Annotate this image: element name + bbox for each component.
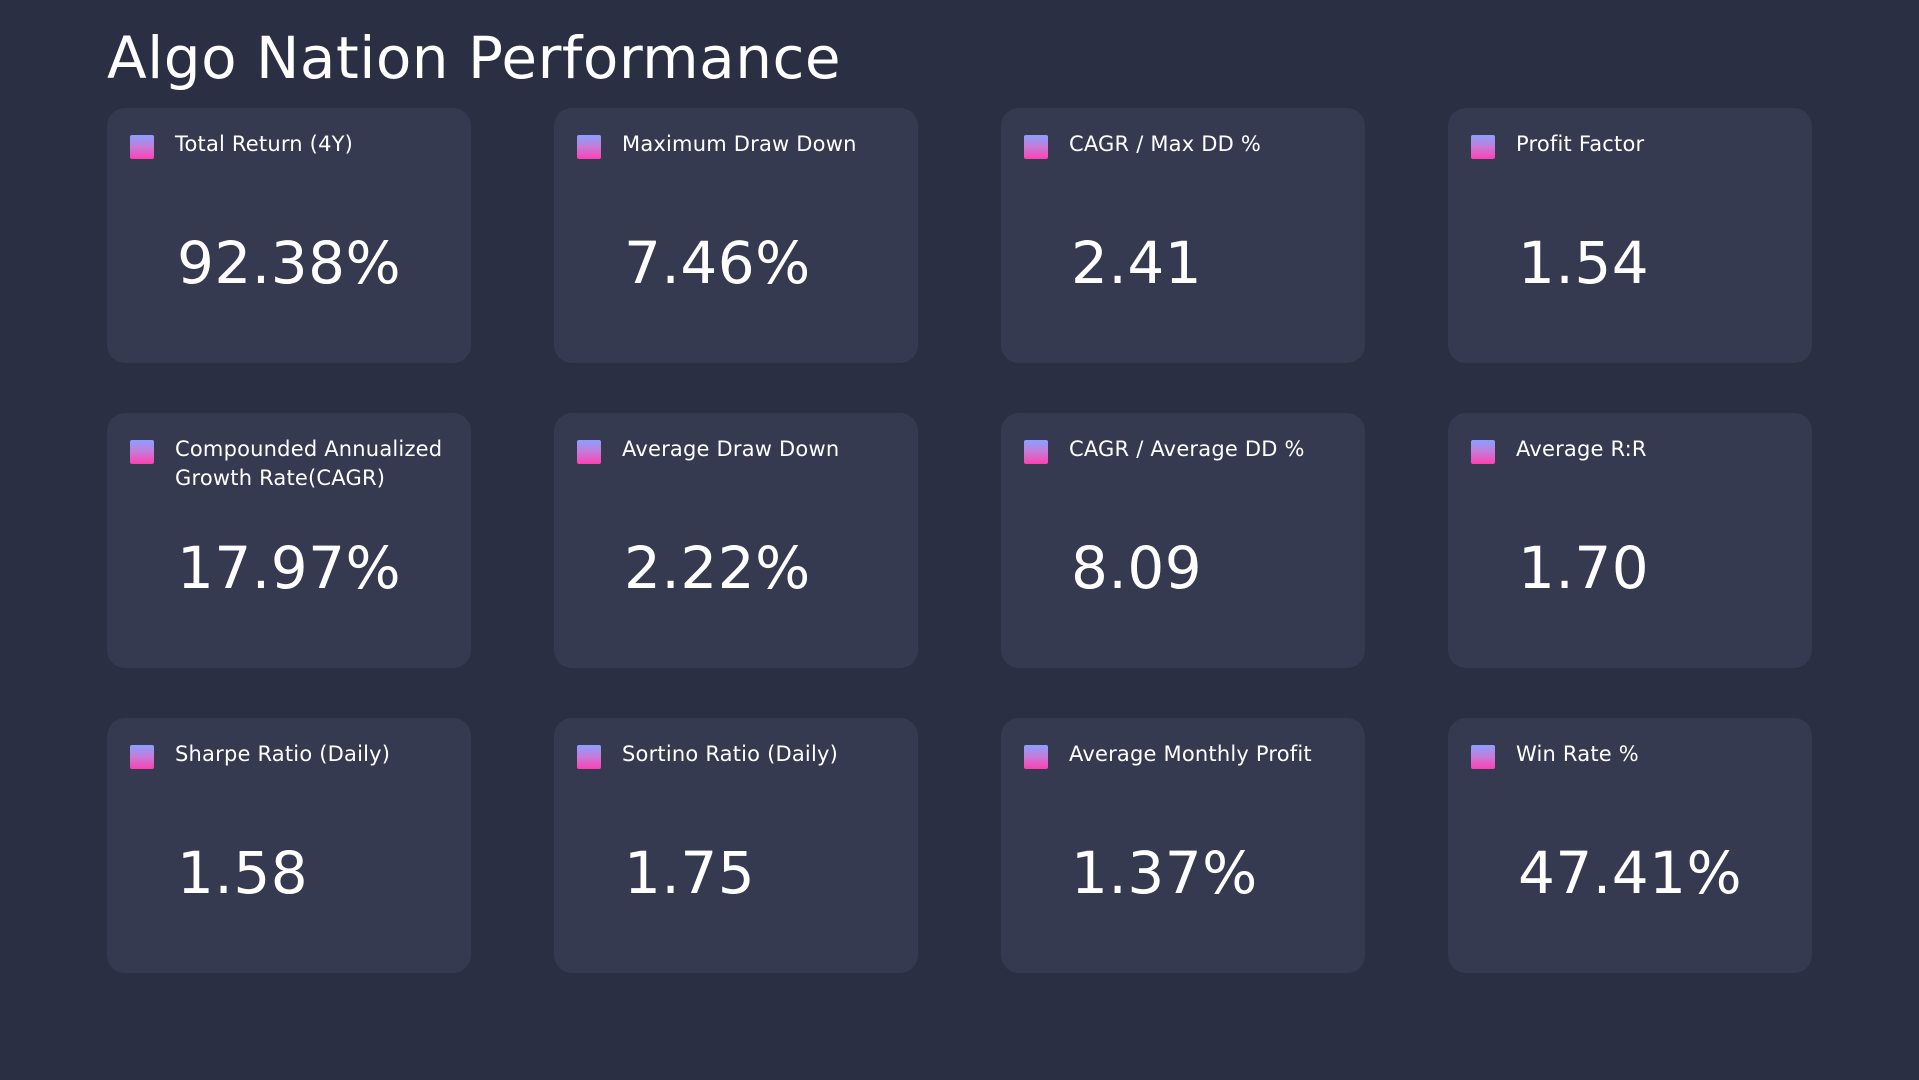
- legend-swatch-icon: [130, 440, 154, 464]
- metric-label: Average R:R: [1516, 437, 1647, 461]
- metric-value: 1.37%: [1071, 839, 1258, 907]
- legend-swatch-icon: [577, 745, 601, 769]
- metric-card-max-drawdown: Maximum Draw Down 7.46%: [554, 108, 918, 363]
- metric-card-win-rate: Win Rate % 47.41%: [1448, 718, 1812, 973]
- metric-card-header: Compounded Annualized Growth Rate(CAGR): [130, 435, 453, 493]
- metric-label: Profit Factor: [1516, 132, 1645, 156]
- metric-value: 1.58: [177, 839, 309, 907]
- metrics-grid: Total Return (4Y) 92.38% Maximum Draw Do…: [107, 108, 1812, 973]
- metric-card-avg-rr: Average R:R 1.70: [1448, 413, 1812, 668]
- metric-value: 1.70: [1518, 534, 1650, 602]
- metric-card-profit-factor: Profit Factor 1.54: [1448, 108, 1812, 363]
- metric-label: Win Rate %: [1516, 742, 1639, 766]
- metric-card-total-return: Total Return (4Y) 92.38%: [107, 108, 471, 363]
- legend-swatch-icon: [1471, 135, 1495, 159]
- legend-swatch-icon: [1471, 440, 1495, 464]
- legend-swatch-icon: [577, 135, 601, 159]
- metric-value: 7.46%: [624, 229, 811, 297]
- metric-card-header: Average Draw Down: [577, 435, 900, 464]
- metric-value: 92.38%: [177, 229, 402, 297]
- legend-swatch-icon: [1471, 745, 1495, 769]
- metric-card-header: Average Monthly Profit: [1024, 740, 1347, 769]
- page-title: Algo Nation Performance: [107, 24, 842, 92]
- metric-value: 8.09: [1071, 534, 1203, 602]
- metric-label: Sortino Ratio (Daily): [622, 742, 839, 766]
- metric-card-avg-monthly-profit: Average Monthly Profit 1.37%: [1001, 718, 1365, 973]
- metric-label: Compounded Annualized Growth Rate(CAGR): [175, 437, 443, 490]
- metric-card-cagr-max-dd: CAGR / Max DD % 2.41: [1001, 108, 1365, 363]
- legend-swatch-icon: [1024, 745, 1048, 769]
- metric-label: Maximum Draw Down: [622, 132, 857, 156]
- metric-card-header: Profit Factor: [1471, 130, 1794, 159]
- metric-card-header: CAGR / Average DD %: [1024, 435, 1347, 464]
- metric-card-header: CAGR / Max DD %: [1024, 130, 1347, 159]
- metric-label: Average Draw Down: [622, 437, 840, 461]
- metric-card-header: Total Return (4Y): [130, 130, 453, 159]
- metric-label: Total Return (4Y): [175, 132, 354, 156]
- legend-swatch-icon: [577, 440, 601, 464]
- metric-card-header: Sortino Ratio (Daily): [577, 740, 900, 769]
- metric-value: 1.75: [624, 839, 756, 907]
- metric-card-cagr: Compounded Annualized Growth Rate(CAGR) …: [107, 413, 471, 668]
- legend-swatch-icon: [130, 135, 154, 159]
- metric-value: 1.54: [1518, 229, 1650, 297]
- legend-swatch-icon: [130, 745, 154, 769]
- metric-card-header: Win Rate %: [1471, 740, 1794, 769]
- metric-value: 2.22%: [624, 534, 811, 602]
- legend-swatch-icon: [1024, 135, 1048, 159]
- metric-card-avg-drawdown: Average Draw Down 2.22%: [554, 413, 918, 668]
- metric-label: CAGR / Max DD %: [1069, 132, 1262, 156]
- metric-card-sharpe: Sharpe Ratio (Daily) 1.58: [107, 718, 471, 973]
- metric-value: 2.41: [1071, 229, 1203, 297]
- metric-card-sortino: Sortino Ratio (Daily) 1.75: [554, 718, 918, 973]
- metric-label: Average Monthly Profit: [1069, 742, 1312, 766]
- metric-value: 17.97%: [177, 534, 402, 602]
- metric-value: 47.41%: [1518, 839, 1743, 907]
- metric-card-header: Average R:R: [1471, 435, 1794, 464]
- legend-swatch-icon: [1024, 440, 1048, 464]
- metric-card-cagr-avg-dd: CAGR / Average DD % 8.09: [1001, 413, 1365, 668]
- metric-card-header: Maximum Draw Down: [577, 130, 900, 159]
- metric-label: Sharpe Ratio (Daily): [175, 742, 391, 766]
- metric-label: CAGR / Average DD %: [1069, 437, 1305, 461]
- metric-card-header: Sharpe Ratio (Daily): [130, 740, 453, 769]
